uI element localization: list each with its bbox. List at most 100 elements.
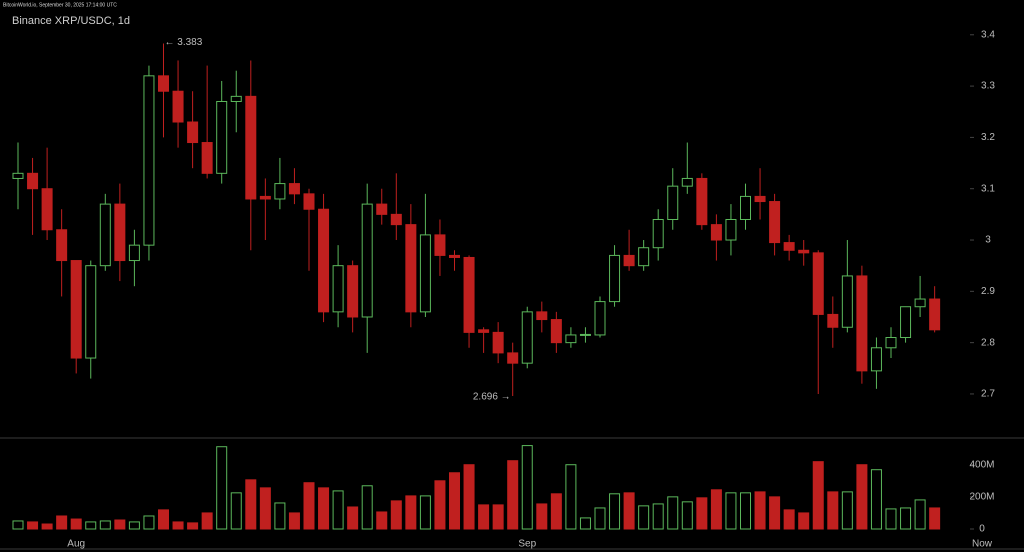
volume-bar — [565, 464, 577, 530]
volume-bar — [41, 523, 53, 530]
volume-bar — [303, 482, 315, 530]
volume-bar — [579, 517, 591, 530]
volume-bar — [318, 487, 330, 530]
volume-tick-label: 200M — [969, 491, 994, 502]
candle-body — [12, 172, 24, 179]
volume-bar — [841, 491, 853, 530]
candle-body — [900, 306, 912, 339]
y-tick-label: 3.3 — [981, 81, 995, 92]
candle-body — [841, 275, 853, 328]
volume-bar — [216, 446, 228, 530]
candle-body — [769, 201, 781, 244]
candle-body — [187, 121, 199, 144]
volume-bar — [419, 495, 431, 530]
y-tick-label: 2.7 — [981, 389, 995, 400]
volume-bar — [609, 493, 621, 530]
volume-bar — [929, 507, 941, 530]
volume-bar — [536, 503, 548, 530]
candle-body — [798, 249, 810, 254]
high-annotation: ← 3.383 — [165, 37, 203, 48]
candle-body — [449, 254, 460, 258]
candle-body — [856, 275, 868, 372]
volume-bar — [361, 485, 373, 530]
candle-body — [594, 301, 606, 336]
candle-body — [870, 347, 882, 372]
volume-bar — [187, 522, 199, 530]
candle-body — [259, 195, 271, 200]
volume-bar — [594, 507, 606, 530]
volume-bar — [463, 464, 475, 530]
candle-body — [201, 142, 213, 174]
candle-body — [318, 208, 330, 313]
candle-body — [172, 90, 184, 123]
candle-body — [99, 203, 111, 267]
volume-bar — [376, 511, 388, 530]
candle-body — [783, 242, 795, 251]
candle-body — [521, 311, 533, 364]
volume-bar — [114, 519, 126, 530]
y-tick-label: 3.2 — [981, 132, 995, 143]
candle-body — [390, 213, 402, 226]
volume-bar — [99, 520, 111, 530]
candle-body — [710, 224, 722, 241]
y-tick-label: 3.1 — [981, 183, 995, 194]
volume-bar — [521, 445, 533, 530]
volume-bar — [914, 499, 926, 530]
volume-bar — [201, 512, 213, 530]
candle-body — [638, 247, 650, 267]
candle-body — [812, 252, 824, 315]
candle-body — [128, 244, 140, 262]
candle-body — [492, 331, 504, 354]
candle-body — [41, 188, 53, 231]
candle-body — [274, 183, 286, 200]
candle-body — [579, 333, 591, 336]
candle-body — [696, 177, 708, 226]
candle-body — [27, 172, 39, 190]
candle-body — [85, 265, 97, 359]
x-tick-label: Sep — [518, 539, 536, 550]
candle-body — [332, 265, 344, 313]
candle-body — [725, 219, 737, 241]
candle-body — [914, 298, 926, 308]
candle-body — [507, 352, 519, 364]
candle-body — [230, 95, 242, 102]
volume-bar — [812, 461, 824, 530]
volume-bar — [681, 501, 693, 530]
candle-body — [419, 234, 431, 313]
low-annotation: 2.696 → — [473, 392, 511, 403]
volume-bar — [870, 469, 882, 530]
x-end-label: Now — [972, 539, 993, 550]
candle-body — [303, 193, 315, 210]
volume-bar — [259, 487, 271, 530]
volume-bar — [798, 512, 810, 530]
volume-bar — [783, 509, 795, 530]
volume-bar — [550, 493, 562, 530]
volume-bar — [769, 496, 781, 530]
volume-bar — [696, 497, 708, 530]
candle-body — [565, 334, 577, 344]
volume-bar — [332, 490, 344, 530]
candle-body — [740, 195, 751, 221]
volume-bar — [390, 500, 402, 530]
candle-body — [56, 229, 68, 262]
volume-bar — [449, 472, 460, 530]
volume-bar — [492, 504, 504, 530]
volume-bar — [56, 515, 68, 530]
x-tick-label: Aug — [67, 539, 85, 550]
candle-body — [536, 311, 548, 321]
volume-bar — [245, 479, 257, 530]
volume-bar — [12, 520, 24, 530]
volume-bar — [85, 521, 97, 530]
chart-title: Binance XRP/USDC, 1d — [12, 15, 130, 27]
volume-bar — [638, 505, 650, 530]
volume-bar — [900, 507, 912, 530]
candle-body — [347, 265, 359, 318]
volume-bar — [740, 492, 751, 530]
watermark: BitcoinWorld.io, September 30, 2025 17:1… — [3, 2, 117, 8]
candle-body — [463, 256, 475, 333]
candle-body — [667, 185, 679, 220]
volume-bar — [652, 503, 664, 530]
candle-body — [143, 75, 155, 246]
